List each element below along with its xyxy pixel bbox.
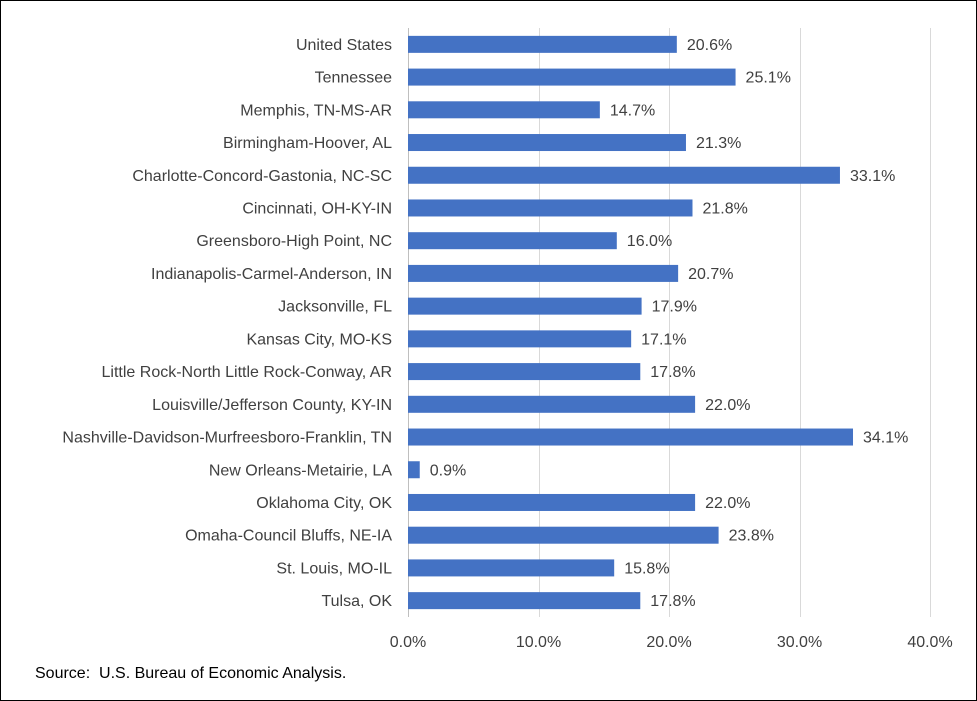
category-label: Little Rock-North Little Rock-Conway, AR <box>102 364 392 381</box>
category-label: Cincinnati, OH-KY-IN <box>242 200 392 217</box>
category-label: New Orleans-Metairie, LA <box>209 462 393 479</box>
bar <box>408 461 420 479</box>
source-note: Source: U.S. Bureau of Economic Analysis… <box>35 665 347 682</box>
category-label: Tulsa, OK <box>321 593 392 610</box>
bar <box>408 428 854 446</box>
data-label: 21.8% <box>702 200 747 217</box>
category-label: Tennessee <box>315 70 392 87</box>
data-label: 23.8% <box>729 528 774 545</box>
x-tick-label: 0.0% <box>390 634 426 651</box>
category-label: Louisville/Jefferson County, KY-IN <box>152 397 392 414</box>
value-labels: 20.6% 25.1% 14.7% 21.3% 33.1% 21.8% 16.0% 20.7%… <box>430 37 909 610</box>
data-label: 0.9% <box>430 462 466 479</box>
category-label: Charlotte-Concord-Gastonia, NC-SC <box>132 168 392 185</box>
bar <box>408 297 642 315</box>
bar <box>408 199 693 217</box>
data-label: 20.6% <box>687 37 732 54</box>
data-label: 17.1% <box>641 331 686 348</box>
data-label: 17.8% <box>650 364 695 381</box>
gridlines <box>408 28 931 617</box>
bar <box>408 35 677 53</box>
bar <box>408 395 696 413</box>
category-label: Kansas City, MO-KS <box>246 331 392 348</box>
bar <box>408 559 615 577</box>
category-label: Nashville-Davidson-Murfreesboro-Franklin… <box>62 430 392 447</box>
x-tick-label: 10.0% <box>516 634 561 651</box>
category-label: St. Louis, MO-IL <box>276 560 392 577</box>
data-label: 33.1% <box>850 168 895 185</box>
category-label: Memphis, TN-MS-AR <box>240 102 392 119</box>
x-tick-label: 30.0% <box>777 634 822 651</box>
data-label: 34.1% <box>863 430 908 447</box>
category-label: Birmingham-Hoover, AL <box>223 135 392 152</box>
data-label: 25.1% <box>746 70 791 87</box>
bar <box>408 68 736 86</box>
data-label: 17.9% <box>652 299 697 316</box>
data-label: 16.0% <box>627 233 672 250</box>
data-label: 20.7% <box>688 266 733 283</box>
category-label: Jacksonville, FL <box>278 299 392 316</box>
data-label: 22.0% <box>705 397 750 414</box>
data-label: 14.7% <box>610 102 655 119</box>
data-label: 17.8% <box>650 593 695 610</box>
bar <box>408 264 679 282</box>
bar <box>408 101 600 119</box>
bar <box>408 493 696 511</box>
x-tick-label: 40.0% <box>907 634 952 651</box>
bar <box>408 592 641 610</box>
bar <box>408 232 617 250</box>
bar <box>408 166 840 184</box>
category-label: Omaha-Council Bluffs, NE-IA <box>185 528 392 545</box>
bar <box>408 526 719 544</box>
category-label: Greensboro-High Point, NC <box>196 233 392 250</box>
bar <box>408 134 686 152</box>
bar <box>408 363 641 381</box>
x-tick-label: 20.0% <box>646 634 691 651</box>
data-label: 15.8% <box>624 560 669 577</box>
category-label: Indianapolis-Carmel-Anderson, IN <box>151 266 392 283</box>
x-axis-tick-labels: 0.0% 10.0% 20.0% 30.0% 40.0% <box>390 634 953 651</box>
category-labels: United States Tennessee Memphis, TN-MS-AR B… <box>62 37 392 610</box>
data-label: 21.3% <box>696 135 741 152</box>
category-label: Oklahoma City, OK <box>256 495 392 512</box>
bars <box>408 35 854 610</box>
category-label: United States <box>296 37 392 54</box>
bar <box>408 330 632 348</box>
data-label: 22.0% <box>705 495 750 512</box>
